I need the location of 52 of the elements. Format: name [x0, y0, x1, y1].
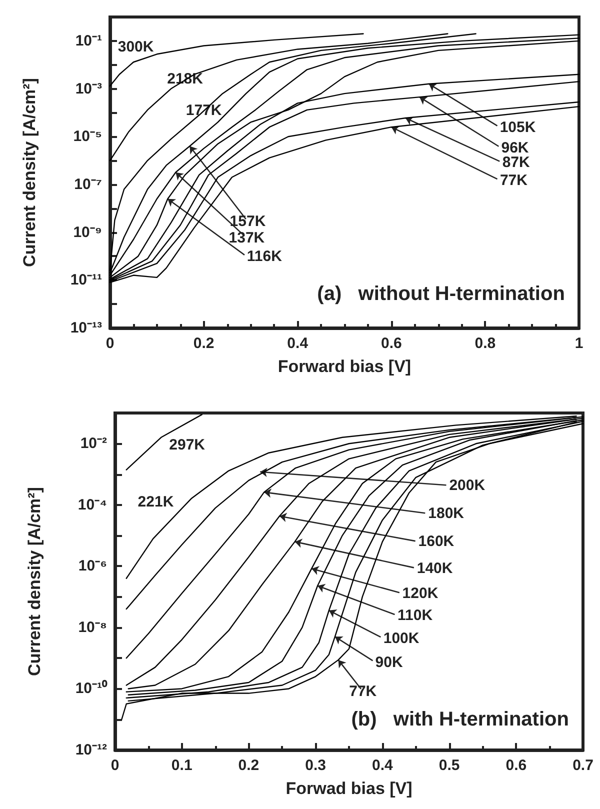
y-axis-title: Current density [A/cm²] [25, 487, 44, 676]
annotation: 137K [228, 229, 265, 246]
x-tick-label: 0.4 [372, 757, 394, 774]
y-tick-label: 10⁻³ [75, 80, 102, 98]
annotation: 297K [169, 436, 206, 454]
annotation: 105K [500, 118, 536, 136]
x-tick-label: 0.6 [380, 335, 402, 352]
annotation: 157K [230, 213, 266, 230]
annotation: 160K [418, 533, 454, 550]
x-tick-label: 0.2 [193, 335, 214, 352]
y-tick-label: 10⁻¹² [75, 742, 107, 758]
x-tick-label: 0.8 [474, 335, 496, 352]
annotation: 180K [428, 504, 464, 522]
annotation: 200K [449, 476, 486, 494]
annotation: 116K [246, 248, 282, 266]
x-tick-label: 1 [574, 335, 584, 352]
x-tick-label: 0.5 [438, 757, 460, 774]
y-tick-label: 10⁻² [80, 435, 107, 452]
annotation: (a) without H-termination [317, 282, 565, 305]
y-tick-label: 10⁻¹³ [70, 320, 102, 336]
y-tick-label: 10⁻¹ [75, 32, 102, 50]
annotation: 77K [500, 172, 528, 189]
annotation: 221K [138, 493, 174, 510]
y-tick-label: 10⁻¹¹ [70, 272, 102, 289]
y-tick-label: 10⁻⁴ [78, 496, 107, 514]
x-tick-label: 0.3 [305, 757, 326, 774]
annotation: 300K [118, 38, 154, 56]
x-tick-label: 0.1 [171, 757, 192, 774]
x-tick-label: 0.2 [238, 757, 260, 774]
annotation: 110K [398, 607, 433, 624]
annotation: 96K [501, 139, 529, 156]
y-tick-label: 10⁻⁷ [74, 176, 102, 193]
annotation: 77K [349, 682, 377, 700]
x-tick-label: 0.4 [287, 335, 309, 352]
y-tick-label: 10⁻⁹ [73, 224, 102, 241]
x-tick-label: 0 [106, 335, 114, 352]
x-axis-title: Forwad bias [V] [286, 779, 412, 798]
y-tick-label: 10⁻⁸ [78, 618, 107, 636]
annotation: 90K [375, 654, 403, 671]
y-axis-title: Current density [A/cm²] [20, 78, 39, 267]
x-axis-title: Forward bias [V] [278, 357, 412, 376]
annotation: 87K [502, 154, 530, 172]
annotation: (b) with H-termination [351, 708, 569, 731]
x-tick-label: 0.7 [572, 757, 594, 774]
x-tick-label: 0 [110, 757, 120, 774]
y-tick-label: 10⁻⁶ [78, 558, 107, 575]
y-tick-label: 10⁻⁵ [73, 128, 102, 146]
x-tick-label: 0.6 [506, 757, 527, 774]
annotation: 100K [383, 630, 420, 647]
annotation: 140K [416, 560, 453, 577]
y-tick-label: 10⁻¹⁰ [75, 679, 108, 698]
annotation: 120K [402, 584, 438, 602]
